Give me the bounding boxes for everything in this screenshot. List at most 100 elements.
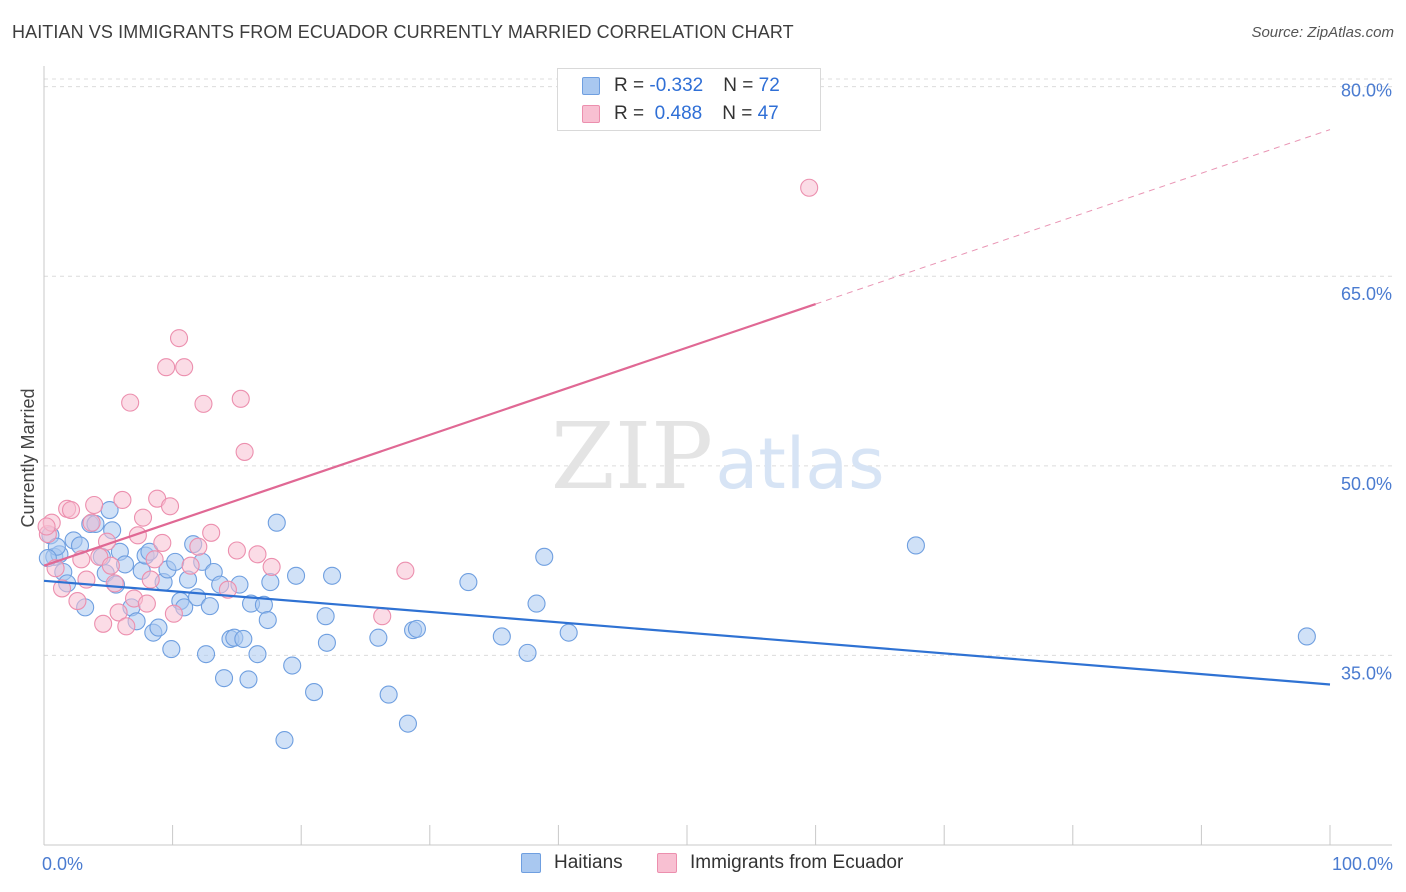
series-swatch-ecuador: [657, 853, 677, 873]
data-point: [181, 556, 200, 575]
legend-r-label: R =: [614, 103, 650, 124]
data-point: [94, 614, 113, 633]
legend-r-label: R =: [614, 75, 650, 96]
data-point: [169, 329, 189, 348]
data-point: [153, 533, 172, 552]
legend-n-label: N =: [722, 103, 758, 124]
legend-r-value: 0.488: [649, 103, 703, 124]
chart-title: HAITIAN VS IMMIGRANTS FROM ECUADOR CURRE…: [12, 22, 794, 42]
legend-r-value: -0.332: [649, 75, 704, 96]
watermark-atlas: atlas: [715, 423, 884, 505]
data-point: [133, 508, 153, 527]
data-point: [202, 523, 221, 542]
data-point: [137, 594, 156, 613]
grid-lines: [44, 78, 1392, 656]
data-point: [527, 594, 546, 613]
trend-line-ecuador: [43, 302, 816, 567]
data-point: [68, 592, 87, 611]
x-tick-label: 100.0%: [1332, 854, 1393, 874]
data-point: [164, 604, 183, 623]
data-point: [128, 526, 147, 545]
data-point: [231, 389, 250, 408]
data-point: [316, 607, 335, 626]
data-point: [196, 645, 216, 664]
series-label-ecuador: Immigrants from Ecuador: [690, 852, 904, 873]
data-point: [234, 629, 253, 649]
data-point: [227, 541, 246, 560]
data-point: [305, 683, 324, 702]
series-ecuador: [37, 178, 819, 636]
data-points: [37, 178, 1316, 750]
legend-n-label: N =: [723, 75, 759, 96]
data-point: [101, 556, 120, 575]
data-point: [105, 574, 124, 593]
data-point: [157, 358, 176, 377]
data-point: [283, 656, 302, 675]
data-point: [117, 617, 136, 636]
source-label: Source: ZipAtlas.com: [1251, 24, 1394, 41]
data-point: [85, 495, 104, 515]
series-legend-haitians[interactable]: Haitians: [521, 852, 623, 874]
data-point: [262, 557, 281, 576]
x-tick-label: 0.0%: [42, 854, 83, 874]
data-point: [906, 536, 925, 555]
data-point: [218, 580, 237, 599]
y-axis-title: Currently Married: [18, 388, 38, 527]
data-point: [373, 607, 392, 626]
data-point: [239, 670, 258, 689]
legend-row-ecuador: R = 0.488 N = 47: [582, 102, 779, 126]
data-point: [317, 633, 336, 652]
data-point: [194, 394, 213, 413]
data-point: [145, 550, 164, 569]
data-point: [492, 627, 511, 646]
y-tick-label: 80.0%: [1341, 81, 1392, 101]
data-point: [162, 640, 181, 659]
legend-swatch-ecuador: [582, 105, 600, 123]
data-point: [235, 442, 254, 461]
data-point: [200, 597, 219, 616]
data-point: [141, 570, 160, 589]
legend-row-haitians: R = -0.332 N = 72: [582, 74, 780, 98]
data-point: [379, 685, 398, 704]
data-point: [248, 645, 267, 664]
data-point: [61, 501, 81, 520]
data-point: [518, 643, 537, 662]
data-point: [109, 603, 128, 622]
y-tick-label: 35.0%: [1341, 663, 1392, 683]
data-point: [82, 513, 101, 532]
correlation-legend: R = -0.332 N = 72 R = 0.488 N = 47: [557, 68, 821, 131]
series-label-haitians: Haitians: [554, 852, 623, 873]
data-point: [559, 623, 578, 642]
legend-swatch-haitians: [582, 77, 600, 95]
data-point: [398, 714, 417, 733]
data-point: [149, 618, 168, 637]
data-point: [407, 619, 426, 638]
data-point: [369, 628, 388, 647]
data-point: [275, 731, 294, 750]
data-point: [1297, 627, 1316, 646]
tick-labels: 35.0% 50.0% 65.0% 80.0% 0.0% 100.0%: [42, 81, 1393, 874]
data-point: [459, 573, 478, 592]
data-point: [261, 573, 280, 592]
data-point: [800, 178, 819, 197]
y-tick-label: 65.0%: [1341, 284, 1392, 304]
data-point: [287, 566, 306, 585]
data-point: [175, 358, 194, 377]
data-point: [258, 610, 277, 630]
data-point: [396, 561, 415, 580]
data-point: [121, 393, 140, 412]
trend-lines: [43, 129, 1331, 686]
data-point: [323, 566, 342, 585]
legend-n-value: 47: [757, 103, 779, 124]
data-point: [166, 552, 185, 571]
series-swatch-haitians: [521, 853, 541, 873]
legend-n-value: 72: [758, 75, 780, 96]
data-point: [113, 490, 132, 509]
trend-line-haitians: [43, 579, 1331, 686]
data-point: [214, 669, 234, 688]
data-point: [267, 513, 286, 532]
series-legend-ecuador[interactable]: Immigrants from Ecuador: [657, 852, 903, 874]
data-point: [535, 547, 554, 566]
data-point: [52, 579, 72, 598]
data-point: [160, 497, 180, 516]
